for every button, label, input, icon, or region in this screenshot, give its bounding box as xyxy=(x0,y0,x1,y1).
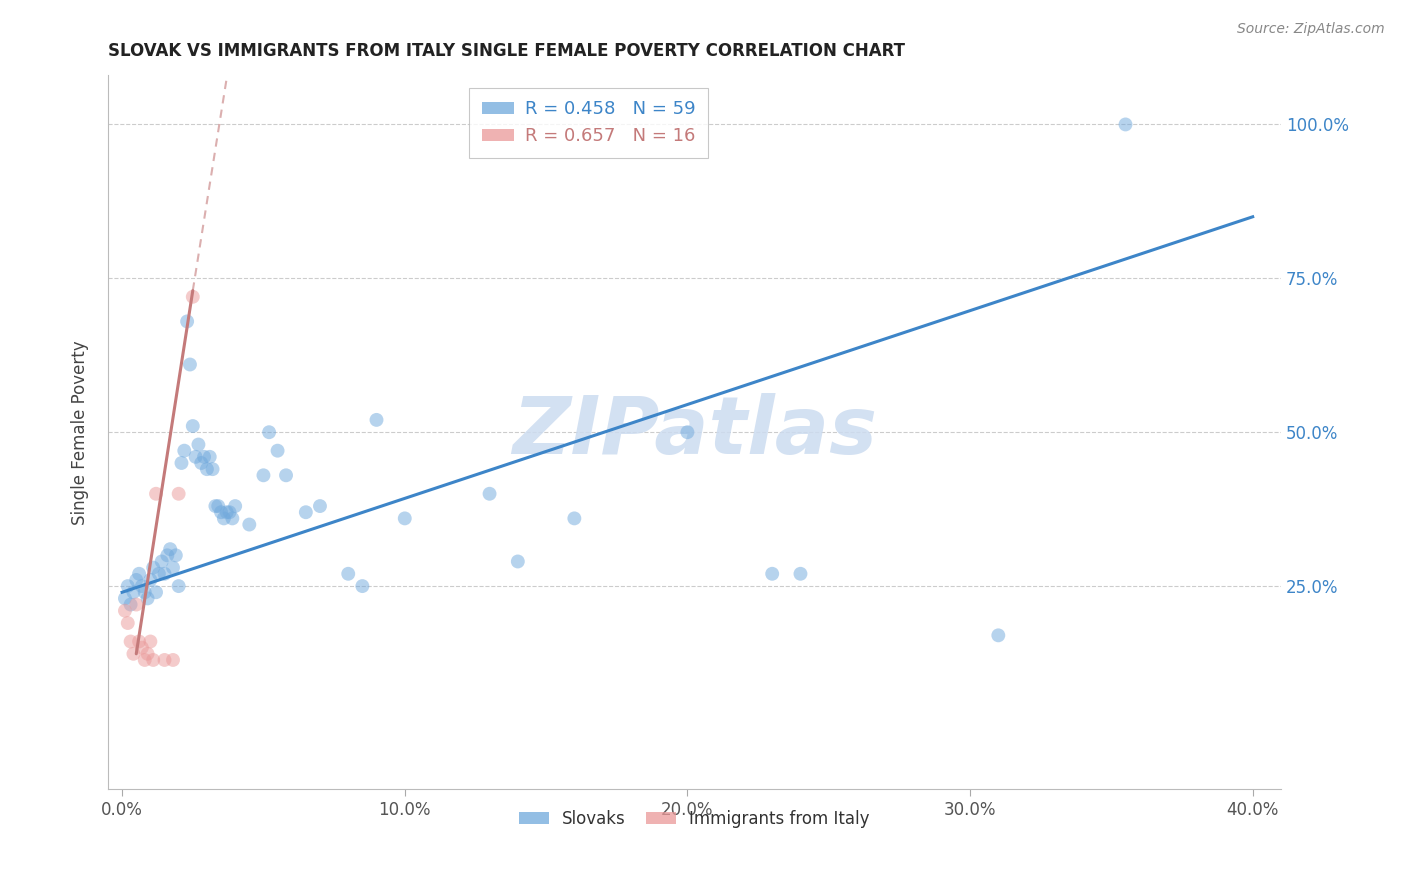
Point xyxy=(117,579,139,593)
Point xyxy=(198,450,221,464)
Point xyxy=(224,499,246,513)
Point xyxy=(136,591,159,606)
Point xyxy=(134,585,156,599)
Point xyxy=(117,615,139,630)
Point xyxy=(176,314,198,328)
Point xyxy=(162,560,184,574)
Point xyxy=(257,425,280,440)
Point xyxy=(128,566,150,581)
Point xyxy=(181,419,204,434)
Point xyxy=(1115,118,1137,132)
Point xyxy=(120,598,142,612)
Point xyxy=(142,653,165,667)
Point xyxy=(352,579,374,593)
Point xyxy=(131,640,153,655)
Point xyxy=(204,499,226,513)
Point xyxy=(238,517,260,532)
Point xyxy=(142,560,165,574)
Point xyxy=(122,647,145,661)
Point xyxy=(207,499,229,513)
Point xyxy=(167,579,190,593)
Point xyxy=(987,628,1010,642)
Point xyxy=(153,566,176,581)
Point xyxy=(218,505,240,519)
Point xyxy=(125,573,148,587)
Point xyxy=(761,566,783,581)
Point xyxy=(193,450,215,464)
Point xyxy=(159,542,181,557)
Point xyxy=(212,511,235,525)
Point xyxy=(187,437,209,451)
Point xyxy=(337,566,360,581)
Point xyxy=(209,505,232,519)
Point xyxy=(114,604,136,618)
Text: SLOVAK VS IMMIGRANTS FROM ITALY SINGLE FEMALE POVERTY CORRELATION CHART: SLOVAK VS IMMIGRANTS FROM ITALY SINGLE F… xyxy=(108,42,905,60)
Point xyxy=(136,647,159,661)
Point xyxy=(125,598,148,612)
Point xyxy=(134,653,156,667)
Point xyxy=(274,468,297,483)
Text: Source: ZipAtlas.com: Source: ZipAtlas.com xyxy=(1237,22,1385,37)
Point xyxy=(165,549,187,563)
Point xyxy=(564,511,586,525)
Point xyxy=(181,290,204,304)
Point xyxy=(162,653,184,667)
Point xyxy=(215,505,238,519)
Point xyxy=(201,462,224,476)
Y-axis label: Single Female Poverty: Single Female Poverty xyxy=(72,340,89,524)
Point xyxy=(309,499,332,513)
Point xyxy=(266,443,288,458)
Point xyxy=(394,511,416,525)
Point xyxy=(295,505,318,519)
Point xyxy=(789,566,811,581)
Point xyxy=(506,554,529,568)
Point xyxy=(195,462,218,476)
Point xyxy=(122,585,145,599)
Point xyxy=(128,634,150,648)
Point xyxy=(114,591,136,606)
Point xyxy=(190,456,212,470)
Point xyxy=(170,456,193,470)
Point xyxy=(131,579,153,593)
Point xyxy=(139,634,162,648)
Point xyxy=(221,511,243,525)
Point xyxy=(145,487,167,501)
Point xyxy=(139,573,162,587)
Point xyxy=(167,487,190,501)
Point xyxy=(150,554,173,568)
Point xyxy=(252,468,274,483)
Legend: Slovaks, Immigrants from Italy: Slovaks, Immigrants from Italy xyxy=(512,803,876,834)
Text: ZIPatlas: ZIPatlas xyxy=(512,393,877,471)
Point xyxy=(184,450,207,464)
Point xyxy=(366,413,388,427)
Point xyxy=(153,653,176,667)
Point xyxy=(173,443,195,458)
Point xyxy=(145,585,167,599)
Point xyxy=(179,358,201,372)
Point xyxy=(120,634,142,648)
Point xyxy=(156,549,179,563)
Point xyxy=(478,487,501,501)
Point xyxy=(148,566,170,581)
Point xyxy=(676,425,699,440)
